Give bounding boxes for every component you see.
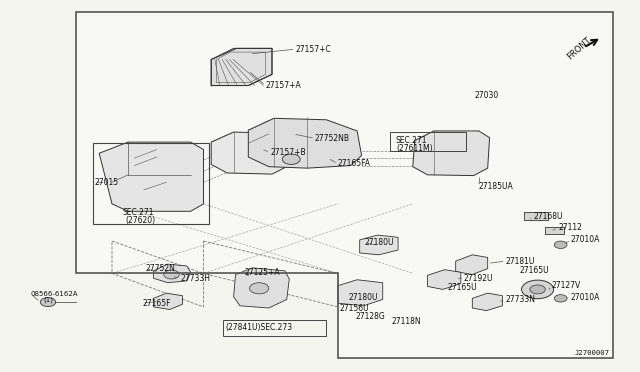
Polygon shape <box>211 48 272 86</box>
Polygon shape <box>76 12 613 358</box>
Text: 27752N: 27752N <box>146 264 176 273</box>
Text: 27181U: 27181U <box>506 257 535 266</box>
Circle shape <box>554 241 567 248</box>
Text: 27752NB: 27752NB <box>315 134 350 143</box>
Circle shape <box>522 280 554 299</box>
Text: (27620): (27620) <box>125 216 156 225</box>
Text: 27165FA: 27165FA <box>338 159 371 168</box>
Text: 27010A: 27010A <box>571 293 600 302</box>
Bar <box>93 143 209 224</box>
Text: 27157+C: 27157+C <box>296 45 332 54</box>
Text: 27127V: 27127V <box>552 281 581 290</box>
Text: 27157+B: 27157+B <box>270 148 306 157</box>
Circle shape <box>282 154 300 164</box>
Text: SEC.271: SEC.271 <box>123 208 154 217</box>
Bar <box>223 320 326 336</box>
Circle shape <box>164 270 179 279</box>
Text: 27165F: 27165F <box>142 299 171 308</box>
Text: 27118N: 27118N <box>392 317 421 326</box>
Circle shape <box>40 298 56 307</box>
Text: 27180U: 27180U <box>349 293 378 302</box>
Polygon shape <box>338 280 383 306</box>
Polygon shape <box>428 270 461 289</box>
Text: 27157+A: 27157+A <box>266 81 301 90</box>
Text: 08566-6162A: 08566-6162A <box>31 291 78 297</box>
Text: 27180U: 27180U <box>365 238 394 247</box>
Text: 27112: 27112 <box>558 223 582 232</box>
Polygon shape <box>456 255 488 275</box>
Text: J2700007: J2700007 <box>574 350 609 356</box>
Text: 27010A: 27010A <box>571 235 600 244</box>
Text: 27015: 27015 <box>95 178 119 187</box>
Polygon shape <box>360 235 398 255</box>
Polygon shape <box>234 268 289 308</box>
Bar <box>524 212 548 220</box>
Text: 27128G: 27128G <box>355 312 385 321</box>
Text: 27125+A: 27125+A <box>244 268 280 277</box>
Text: (27611M): (27611M) <box>397 144 433 153</box>
Bar <box>545 227 564 234</box>
Text: (1): (1) <box>44 296 54 303</box>
Bar <box>390 132 466 151</box>
Text: 27156U: 27156U <box>339 304 369 312</box>
Text: 27165U: 27165U <box>448 283 477 292</box>
Text: 27192U: 27192U <box>464 274 493 283</box>
Polygon shape <box>413 131 490 176</box>
Polygon shape <box>472 293 502 311</box>
Text: 27168U: 27168U <box>533 212 563 221</box>
Circle shape <box>250 283 269 294</box>
Text: 27185UA: 27185UA <box>479 182 513 191</box>
Polygon shape <box>154 264 191 283</box>
Text: 27733N: 27733N <box>506 295 536 304</box>
Polygon shape <box>99 142 204 211</box>
Text: 27165U: 27165U <box>520 266 549 275</box>
Polygon shape <box>154 293 182 310</box>
Text: (27841U)SEC.273: (27841U)SEC.273 <box>225 323 292 332</box>
Circle shape <box>530 285 545 294</box>
Text: 27030: 27030 <box>475 92 499 100</box>
Text: 27733H: 27733H <box>180 274 211 283</box>
Circle shape <box>554 295 567 302</box>
Polygon shape <box>211 132 287 174</box>
Text: SEC.271: SEC.271 <box>396 136 427 145</box>
Polygon shape <box>248 118 362 168</box>
Text: FRONT: FRONT <box>566 35 593 61</box>
